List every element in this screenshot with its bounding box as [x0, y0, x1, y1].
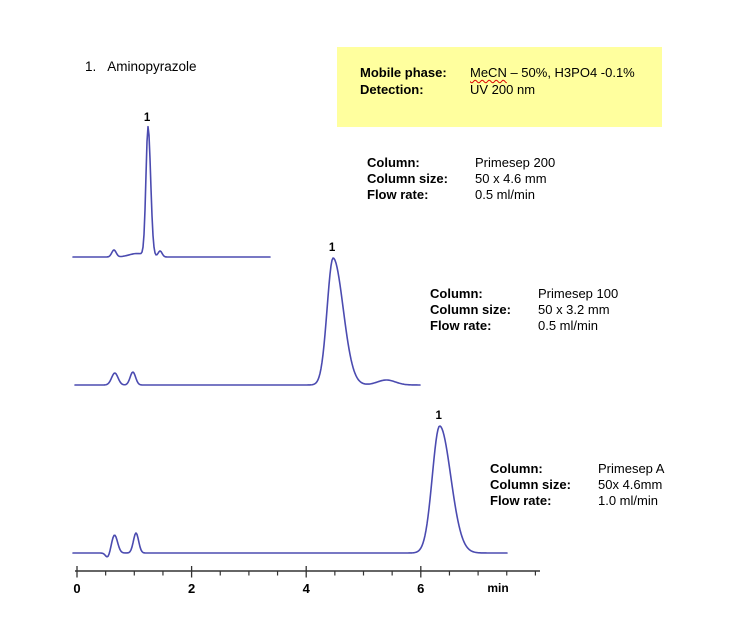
field-value: 50 x 3.2 mm [538, 302, 610, 317]
chromatogram-trace-primesep-100 [74, 257, 421, 386]
x-axis-tick-label: 2 [188, 581, 195, 596]
mobile-phase-box: Mobile phase: MeCN – 50%, H3PO4 -0.1% Dete… [337, 47, 662, 127]
field-label: Column: [430, 286, 483, 301]
info-row: Column size: 50x 4.6mm [490, 477, 664, 493]
info-row: Column size: 50 x 3.2 mm [430, 302, 618, 318]
field-label: Column size: [490, 477, 571, 492]
field-label: Flow rate: [490, 493, 552, 508]
info-row: Column: Primesep 200 [367, 155, 555, 171]
field-value: Primesep 100 [538, 286, 619, 301]
field-value: 0.5 ml/min [538, 318, 598, 333]
peak-label: 1 [144, 112, 151, 124]
info-row: Column: Primesep A [490, 461, 664, 477]
field-value: 50x 4.6mm [598, 477, 663, 492]
info-row: Column: Primesep 100 [430, 286, 618, 302]
figure-title-number: 1. [85, 59, 97, 74]
field-label: Flow rate: [430, 318, 492, 333]
info-row: Flow rate: 0.5 ml/min [430, 318, 618, 334]
figure-title-name: Aminopyrazole [107, 59, 197, 74]
x-axis-tick-label: 4 [303, 581, 311, 596]
column-info-primesep-200: Column: Primesep 200 Column size: 50 x 4.6 … [367, 155, 555, 203]
field-label: Column: [490, 461, 543, 476]
mobile-phase-row: Detection: UV 200 nm [360, 81, 652, 98]
column-info-primesep-100: Column: Primesep 100 Column size: 50 x 3.2 … [430, 286, 618, 334]
peak-label: 1 [329, 242, 336, 254]
figure-title: 1. Aminopyrazole [85, 59, 197, 74]
field-label: Column size: [367, 171, 448, 186]
field-label: Column: [367, 155, 420, 170]
field-label: Mobile phase: [360, 65, 447, 80]
peak-label: 1 [436, 410, 443, 422]
field-value: 0.5 ml/min [475, 187, 535, 202]
field-value: 50 x 4.6 mm [475, 171, 547, 186]
info-row: Flow rate: 1.0 ml/min [490, 493, 664, 509]
x-axis-unit-label: min [487, 581, 508, 595]
column-info-primesep-a: Column: Primesep A Column size: 50x 4.6mm Fl… [490, 461, 664, 509]
field-value: UV 200 nm [470, 82, 536, 97]
field-label: Column size: [430, 302, 511, 317]
info-row: Column size: 50 x 4.6 mm [367, 171, 555, 187]
field-label: Detection: [360, 82, 424, 97]
field-value: Primesep 200 [475, 155, 556, 170]
chromatogram-trace-primesep-200 [72, 125, 271, 258]
mobile-phase-row: Mobile phase: MeCN – 50%, H3PO4 -0.1% [360, 64, 652, 81]
field-value: MeCN – 50%, H3PO4 -0.1% [470, 65, 635, 80]
x-axis-tick-label: 0 [73, 581, 80, 596]
info-row: Flow rate: 0.5 ml/min [367, 187, 555, 203]
misspelled-word: MeCN [470, 65, 507, 80]
field-label: Flow rate: [367, 187, 429, 202]
field-value: Primesep A [598, 461, 665, 476]
field-value: 1.0 ml/min [598, 493, 658, 508]
x-axis-tick-label: 6 [417, 581, 424, 596]
chromatogram-trace-primesep-a [72, 425, 508, 558]
